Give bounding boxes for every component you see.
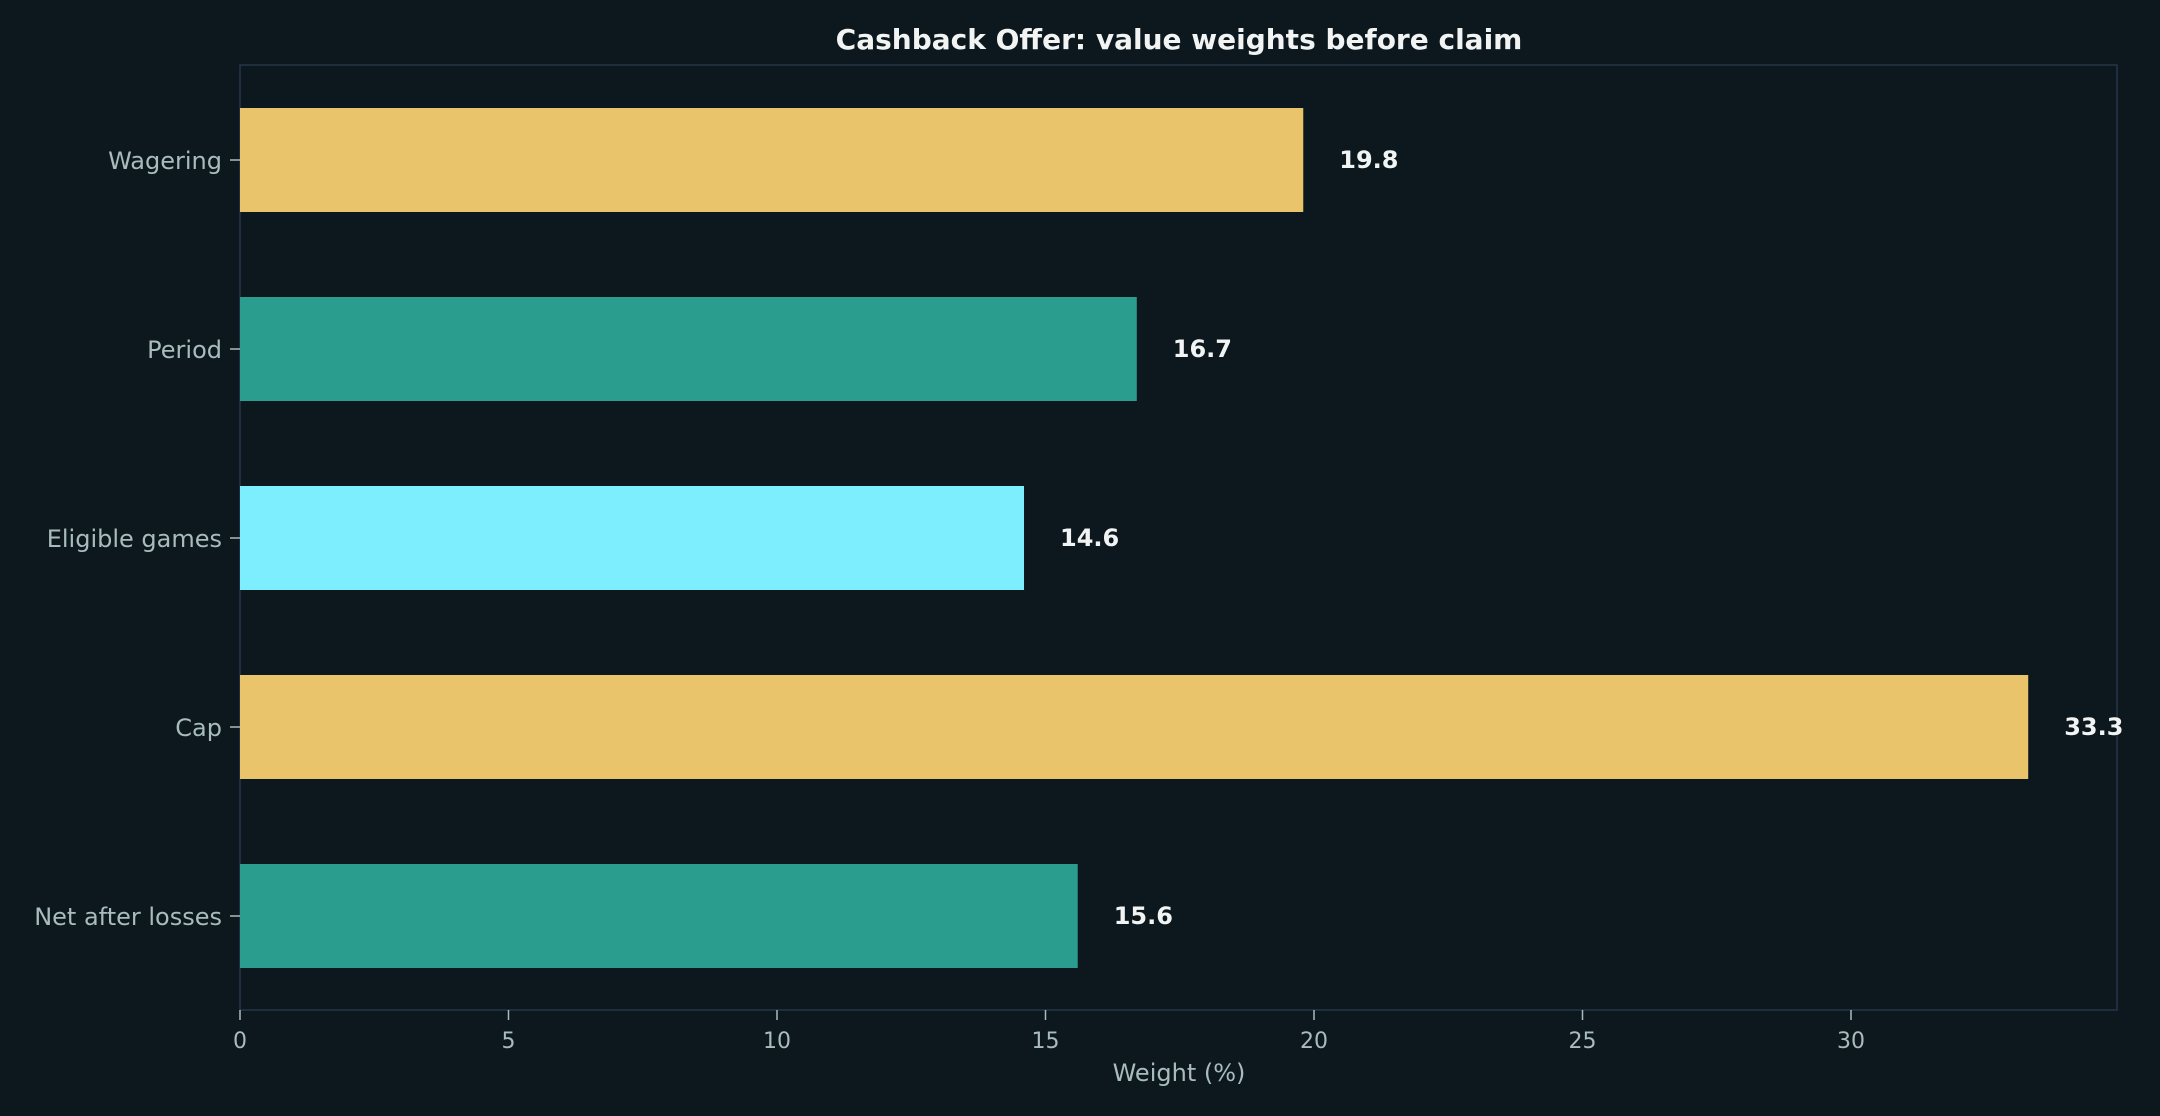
value-label-wagering: 19.8 [1339, 146, 1398, 174]
value-labels-group: 19.8 16.7 14.6 33.3 15.6 [1060, 146, 2123, 930]
category-label-wagering: Wagering [108, 147, 222, 175]
x-axis-ticks-group: 0 5 10 15 20 25 30 [233, 1010, 1865, 1054]
value-label-cap: 33.3 [2064, 713, 2123, 741]
bar-cap [240, 675, 2029, 779]
chart-title: Cashback Offer: value weights before cla… [836, 23, 1523, 56]
bar-eligible-games [240, 486, 1025, 590]
category-labels-group: Wagering Period Eligible games Cap Net after… [34, 147, 240, 931]
value-label-period: 16.7 [1173, 335, 1232, 363]
bar-wagering [240, 108, 1304, 212]
value-label-net-after-losses: 15.6 [1114, 902, 1173, 930]
x-tick-label: 20 [1300, 1029, 1328, 1054]
x-tick-label: 10 [763, 1029, 791, 1054]
category-label-period: Period [147, 336, 222, 364]
bar-period [240, 297, 1137, 401]
x-axis-label: Weight (%) [1113, 1059, 1246, 1087]
category-label-eligible-games: Eligible games [47, 525, 222, 553]
x-tick-label: 5 [502, 1029, 516, 1054]
x-tick-label: 30 [1837, 1029, 1865, 1054]
x-tick-label: 0 [233, 1029, 247, 1054]
x-tick-label: 25 [1569, 1029, 1597, 1054]
category-label-cap: Cap [175, 714, 222, 742]
bars-group [240, 108, 2029, 968]
bar-net-after-losses [240, 864, 1078, 968]
category-label-net-after-losses: Net after losses [34, 903, 222, 931]
x-tick-label: 15 [1032, 1029, 1060, 1054]
value-label-eligible-games: 14.6 [1060, 524, 1119, 552]
